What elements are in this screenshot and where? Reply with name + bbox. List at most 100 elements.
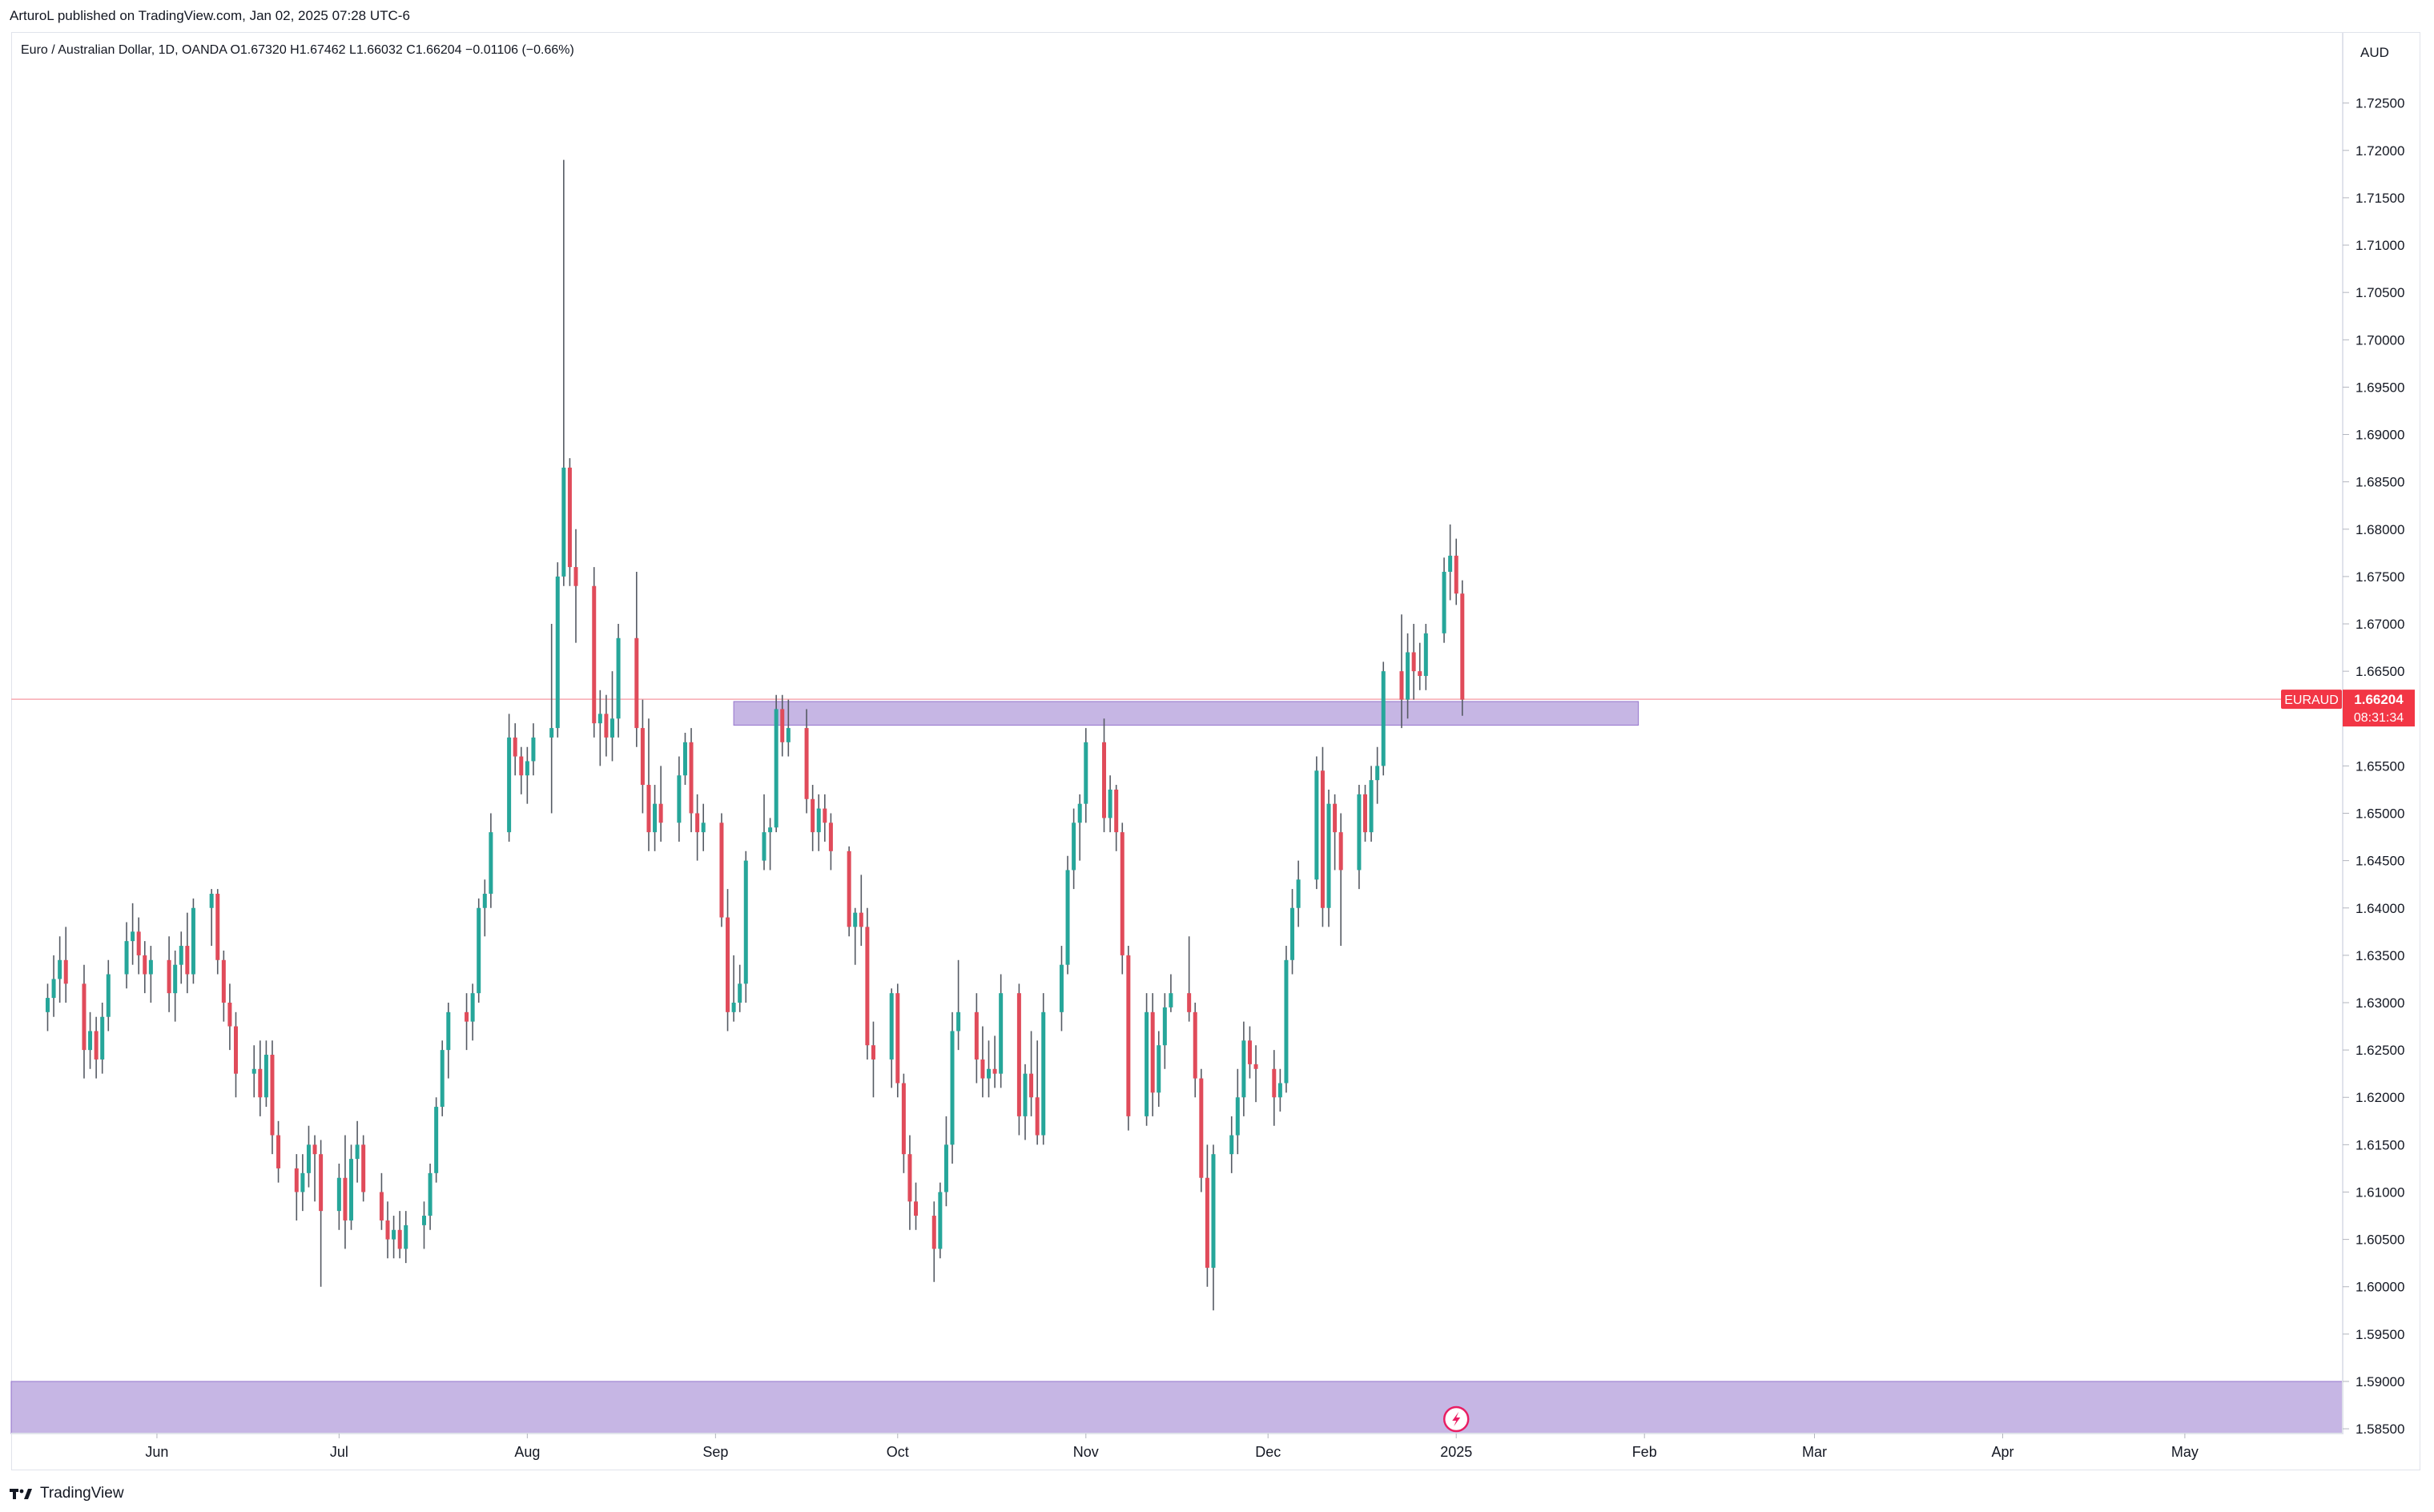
candle <box>507 714 512 842</box>
candle <box>895 983 900 1098</box>
candle <box>762 794 766 871</box>
candle-body <box>1460 593 1465 700</box>
candle-body <box>1016 993 1021 1116</box>
time-tick-label: Mar <box>1802 1444 1827 1460</box>
price-tick-label: 1.69000 <box>2356 428 2404 443</box>
price-tick-label: 1.70000 <box>2356 332 2404 348</box>
candle <box>1369 766 1374 842</box>
candle-body <box>1072 822 1076 871</box>
candle <box>682 733 687 786</box>
candle <box>1120 822 1124 975</box>
candle-body <box>1411 652 1416 672</box>
candle <box>914 1182 919 1230</box>
candle <box>634 571 639 747</box>
footer-brand-text: TradingView <box>40 1485 124 1502</box>
candle <box>1399 614 1404 729</box>
candle-body <box>1126 955 1131 1116</box>
candle <box>804 709 809 814</box>
candle-body <box>131 931 135 942</box>
candle-body <box>136 931 141 955</box>
candle-body <box>1120 832 1124 955</box>
candle <box>823 794 827 842</box>
candle-body <box>361 1144 366 1192</box>
candle <box>1059 946 1064 1031</box>
candle-body <box>1406 652 1410 700</box>
candle-body <box>1041 1011 1046 1136</box>
price-tick-label: 1.71500 <box>2356 191 2404 206</box>
candle-body <box>1162 1007 1167 1046</box>
candle-body <box>428 1172 432 1216</box>
candle-body <box>1338 832 1343 871</box>
candle <box>567 458 572 586</box>
price-tick-label: 1.72500 <box>2356 96 2404 111</box>
candle <box>901 1073 906 1173</box>
candle-body <box>592 585 597 724</box>
candle <box>1169 974 1173 1012</box>
candle <box>1460 580 1465 716</box>
candle-body <box>604 714 609 738</box>
candle <box>865 907 870 1060</box>
candle <box>1333 794 1338 871</box>
candle <box>1145 993 1149 1126</box>
candle <box>1454 538 1458 605</box>
candle <box>477 898 481 1003</box>
candle <box>100 1002 105 1074</box>
candle-body <box>51 979 56 999</box>
candle-body <box>215 894 220 960</box>
price-tick-label: 1.67500 <box>2356 569 2404 585</box>
zones-layer <box>10 701 2343 1434</box>
candle <box>58 936 62 1003</box>
candle-body <box>986 1068 991 1079</box>
candle-body <box>507 737 512 833</box>
candle <box>1290 889 1295 975</box>
candle <box>270 1040 275 1155</box>
candle-body <box>931 1216 936 1249</box>
candle <box>1077 794 1082 861</box>
candle <box>604 694 609 757</box>
price-tick-label: 1.64000 <box>2356 901 2404 916</box>
candle-body <box>143 955 147 975</box>
time-tick-label: Feb <box>1632 1444 1657 1460</box>
candle-body <box>270 1055 275 1136</box>
candle-body <box>914 1201 919 1216</box>
chart-frame <box>11 32 2420 1470</box>
candle <box>1114 785 1119 851</box>
candle-body <box>640 728 645 786</box>
candle-body <box>392 1229 396 1240</box>
candle <box>148 946 153 1003</box>
candle <box>597 690 602 766</box>
candle-body <box>1454 555 1458 594</box>
candle <box>1406 633 1410 719</box>
candle-body <box>653 803 658 833</box>
price-tick-label: 1.59000 <box>2356 1374 2404 1389</box>
candle <box>847 846 851 937</box>
candle <box>943 1116 948 1207</box>
candle <box>610 671 614 762</box>
candle <box>646 718 651 851</box>
candle-body <box>1108 789 1112 818</box>
candle-body <box>233 1026 238 1074</box>
candles-layer <box>45 159 1465 1311</box>
candle-body <box>573 567 578 586</box>
candle-body <box>811 798 815 833</box>
time-tick-label: Apr <box>1991 1444 2014 1460</box>
candle-body <box>58 959 62 979</box>
candle <box>1253 1045 1258 1103</box>
candle <box>233 1011 238 1098</box>
candle-body <box>306 1144 311 1173</box>
candle <box>1381 662 1386 776</box>
candle-body <box>1375 766 1380 781</box>
candle-body <box>167 959 171 994</box>
candle-body <box>561 467 566 577</box>
candle <box>209 889 214 947</box>
candle-body <box>816 808 821 833</box>
candle-body <box>1035 1097 1040 1136</box>
candle <box>1314 756 1319 890</box>
candle-body <box>1193 1011 1197 1079</box>
last-price-value: 1.66204 <box>2354 692 2404 707</box>
candle <box>482 879 487 937</box>
candle <box>980 1026 985 1098</box>
candle-body <box>1169 993 1173 1007</box>
candle-body <box>191 907 195 975</box>
